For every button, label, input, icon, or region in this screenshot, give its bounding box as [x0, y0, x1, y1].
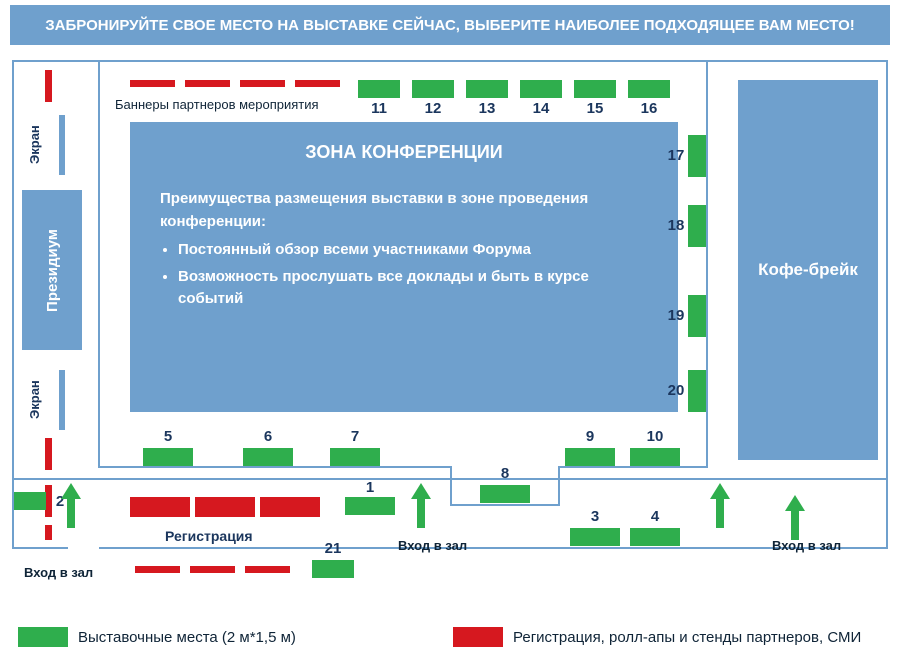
registration-desk [130, 497, 190, 517]
booth-3[interactable] [570, 528, 620, 546]
booth-11[interactable] [358, 80, 400, 98]
hallway-red [190, 566, 235, 573]
booth-label-18: 18 [656, 217, 696, 234]
wall-line [99, 547, 888, 549]
booth-15[interactable] [574, 80, 616, 98]
legend-text-red: Регистрация, ролл-апы и стенды партнеров… [513, 629, 861, 646]
booth-21[interactable] [312, 560, 354, 578]
entry-label-left: Вход в зал [24, 565, 93, 580]
hallway-red [245, 566, 290, 573]
booth-label-9: 9 [570, 428, 610, 445]
booth-label-8: 8 [485, 465, 525, 482]
screen-label: Экран [27, 370, 42, 430]
booth-label-17: 17 [656, 147, 696, 164]
conference-zone: ЗОНА КОНФЕРЕНЦИИ Преимущества размещения … [130, 122, 678, 412]
booth-10[interactable] [630, 448, 680, 466]
booth-label-11: 11 [359, 100, 399, 117]
wall-line [12, 547, 68, 549]
partner-banner-label: Баннеры партнеров мероприятия [115, 97, 319, 112]
partner-banner [130, 80, 175, 87]
screen-line [59, 115, 65, 175]
wall-line [706, 60, 708, 468]
legend-text-green: Выставочные места (2 м*1,5 м) [78, 629, 296, 646]
booth-label-1: 1 [350, 479, 390, 496]
booth-label-12: 12 [413, 100, 453, 117]
booth-4[interactable] [630, 528, 680, 546]
booth-label-14: 14 [521, 100, 561, 117]
conference-bullet: Постоянный обзор всеми участниками Форум… [178, 239, 648, 262]
partner-banner [240, 80, 285, 87]
booth-label-15: 15 [575, 100, 615, 117]
entry-arrow-icon [785, 495, 805, 511]
booth-label-10: 10 [635, 428, 675, 445]
booth-label-19: 19 [656, 307, 696, 324]
wall-line [450, 466, 452, 506]
booth-label-3: 3 [575, 508, 615, 525]
entry-label: Вход в зал [398, 538, 467, 553]
booth-label-16: 16 [629, 100, 669, 117]
booth-label-6: 6 [248, 428, 288, 445]
wall-line [558, 466, 708, 468]
zone-label: Кофе-брейк [758, 260, 858, 280]
registration-desk [260, 497, 320, 517]
entry-arrow-icon [61, 483, 81, 499]
zone-label: Президиум [44, 229, 61, 312]
entry-arrow-stem [417, 498, 425, 528]
partner-banner [185, 80, 230, 87]
hallway-red [135, 566, 180, 573]
wall-line [450, 504, 560, 506]
screen-line [59, 370, 65, 430]
booth-label-7: 7 [335, 428, 375, 445]
booth-12[interactable] [412, 80, 454, 98]
booth-16[interactable] [628, 80, 670, 98]
zone-presidium: Президиум [22, 190, 82, 350]
header-text: ЗАБРОНИРУЙТЕ СВОЕ МЕСТО НА ВЫСТАВКЕ СЕЙЧ… [45, 17, 854, 34]
entry-arrow-icon [411, 483, 431, 499]
conference-bullet: Возможность прослушать все доклады и быт… [178, 266, 648, 311]
booth-label-20: 20 [656, 382, 696, 399]
screen-label: Экран [27, 115, 42, 175]
booth-13[interactable] [466, 80, 508, 98]
booth-label-4: 4 [635, 508, 675, 525]
booth-label-21: 21 [313, 540, 353, 557]
entry-label: Вход в зал [772, 538, 841, 553]
booth-5[interactable] [143, 448, 193, 466]
booth-7[interactable] [330, 448, 380, 466]
registration-label: Регистрация [165, 528, 253, 544]
booth-label-5: 5 [148, 428, 188, 445]
zone-coffee: Кофе-брейк [738, 80, 878, 460]
legend-swatch-red [453, 627, 503, 647]
wall-line [886, 478, 888, 548]
booth-14[interactable] [520, 80, 562, 98]
side-red-marker [45, 70, 52, 102]
side-red-marker [45, 438, 52, 470]
booth-9[interactable] [565, 448, 615, 466]
booth-1[interactable] [345, 497, 395, 515]
booth-label-13: 13 [467, 100, 507, 117]
partner-banner [295, 80, 340, 87]
conference-body: Преимущества размещения выставки в зоне … [160, 188, 648, 311]
entry-arrow-stem [716, 498, 724, 528]
wall-line [98, 60, 100, 468]
booth-6[interactable] [243, 448, 293, 466]
conference-title: ЗОНА КОНФЕРЕНЦИИ [160, 142, 648, 163]
wall-line [558, 466, 560, 506]
conference-bullets: Постоянный обзор всеми участниками Форум… [160, 239, 648, 311]
registration-desk [195, 497, 255, 517]
wall-line [12, 478, 14, 548]
side-red-marker [45, 525, 52, 540]
entry-arrow-stem [67, 498, 75, 528]
legend-swatch-green [18, 627, 68, 647]
booth-8[interactable] [480, 485, 530, 503]
header-banner: ЗАБРОНИРУЙТЕ СВОЕ МЕСТО НА ВЫСТАВКЕ СЕЙЧ… [10, 5, 890, 45]
entry-arrow-stem [791, 510, 799, 540]
conference-intro: Преимущества размещения выставки в зоне … [160, 188, 648, 233]
wall-line [98, 466, 450, 468]
entry-arrow-icon [710, 483, 730, 499]
